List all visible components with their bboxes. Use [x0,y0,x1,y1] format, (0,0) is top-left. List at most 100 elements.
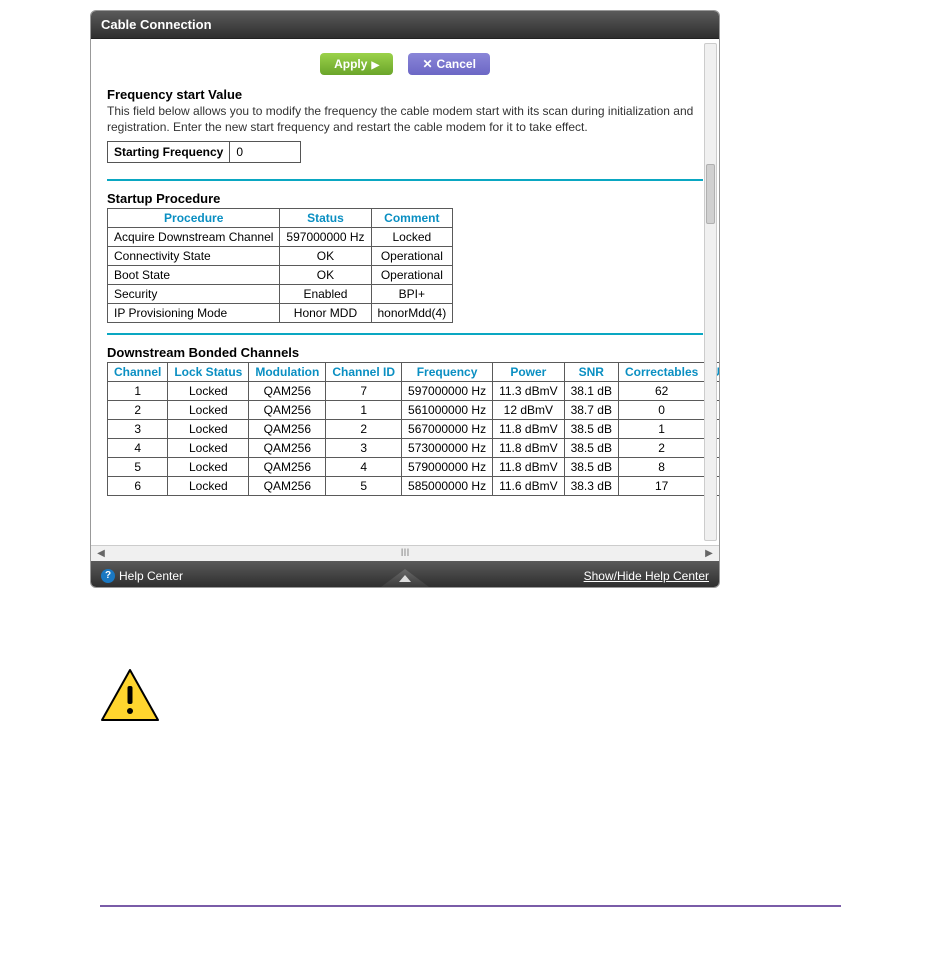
col-snr: SNR [564,363,618,382]
cell: 6 [108,477,168,496]
table-row: SecurityEnabledBPI+ [108,285,453,304]
cell: Locked [168,382,249,401]
scroll-left-icon[interactable]: ◀ [93,546,109,560]
cell: 38.7 dB [564,401,618,420]
page-divider [100,905,841,907]
cell: Acquire Downstream Channel [108,228,280,247]
cell: 1 [326,401,402,420]
table-row: IP Provisioning ModeHonor MDDhonorMdd(4) [108,304,453,323]
cell: 1 [108,382,168,401]
col-status: Status [280,209,371,228]
play-icon: ▶ [371,60,379,71]
horizontal-scrollbar[interactable]: ◀ ⅠⅠⅠ ▶ [91,545,719,561]
cell: 0 [618,401,704,420]
cell: Honor MDD [280,304,371,323]
cell: Boot State [108,266,280,285]
startup-table: Procedure Status Comment Acquire Downstr… [107,208,453,323]
table-row: 4LockedQAM2563573000000 Hz11.8 dBmV38.5 … [108,439,720,458]
apply-button[interactable]: Apply ▶ [320,53,393,75]
warning-icon [100,668,941,725]
table-row: 1LockedQAM2567597000000 Hz11.3 dBmV38.1 … [108,382,720,401]
col-power: Power [493,363,564,382]
cell: 4 [326,458,402,477]
cell: 2 [326,420,402,439]
freq-start-desc: This field below allows you to modify th… [107,104,703,135]
cell: 5 [326,477,402,496]
starting-frequency-box: Starting Frequency [107,141,301,163]
col-modulation: Modulation [249,363,326,382]
scroll-thumb[interactable] [706,164,715,224]
button-row: Apply ▶ ✕Cancel [107,53,703,75]
col-correctables: Correctables [618,363,704,382]
cell: 3 [326,439,402,458]
cell: 8 [618,458,704,477]
cell: Connectivity State [108,247,280,266]
starting-frequency-label: Starting Frequency [108,142,230,162]
help-icon: ? [101,569,115,583]
cell: 5 [108,458,168,477]
cell: Locked [371,228,453,247]
cell: 2 [618,439,704,458]
cell: 11.8 dBmV [493,458,564,477]
cell: 38.1 dB [564,382,618,401]
cell: QAM256 [249,439,326,458]
cell: 11.3 dBmV [493,382,564,401]
cell: QAM256 [249,458,326,477]
cell: 1 [618,420,704,439]
cell: 38.5 dB [564,458,618,477]
help-center-link[interactable]: ? Help Center [101,569,183,583]
cell: 11.8 dBmV [493,439,564,458]
table-header-row: Procedure Status Comment [108,209,453,228]
col-channel-id: Channel ID [326,363,402,382]
cell: Locked [168,401,249,420]
cell: Security [108,285,280,304]
show-hide-help-link[interactable]: Show/Hide Help Center [584,569,709,583]
cell: 12 dBmV [493,401,564,420]
cell: 38.5 dB [564,420,618,439]
cell: OK [280,266,371,285]
col-frequency: Frequency [402,363,493,382]
cell: 585000000 Hz [402,477,493,496]
table-row: 2LockedQAM2561561000000 Hz12 dBmV38.7 dB… [108,401,720,420]
cell: 3 [108,420,168,439]
cell: 38.5 dB [564,439,618,458]
close-icon: ✕ [422,57,432,71]
cell: 4 [108,439,168,458]
cell: OK [280,247,371,266]
cell: Locked [168,420,249,439]
cancel-button[interactable]: ✕Cancel [408,53,489,75]
cell: QAM256 [249,477,326,496]
freq-start-title: Frequency start Value [107,87,703,102]
expand-up-icon[interactable] [381,569,429,587]
cell: 11.8 dBmV [493,420,564,439]
cell: QAM256 [249,382,326,401]
scroll-hmark: ⅠⅠⅠ [401,548,410,559]
table-row: Boot StateOKOperational [108,266,453,285]
starting-frequency-input[interactable] [230,142,300,162]
cell: Locked [168,439,249,458]
col-comment: Comment [371,209,453,228]
vertical-scrollbar[interactable] [704,43,717,541]
help-center-label: Help Center [119,569,183,583]
cell: 38.3 dB [564,477,618,496]
divider [107,179,703,181]
cell: 567000000 Hz [402,420,493,439]
apply-label: Apply [334,57,367,71]
cell: Operational [371,247,453,266]
cell: Enabled [280,285,371,304]
divider [107,333,703,335]
content-wrap: Apply ▶ ✕Cancel Frequency start Value Thi… [91,39,719,545]
content-area[interactable]: Apply ▶ ✕Cancel Frequency start Value Thi… [91,39,719,545]
scroll-right-icon[interactable]: ▶ [701,546,717,560]
cable-connection-panel: Cable Connection Apply▶ ✕Cancel Frequenc… [90,10,720,588]
panel-footer: ? Help Center Show/Hide Help Center [91,561,719,587]
table-header-row: Channel Lock Status Modulation Channel I… [108,363,720,382]
cell: 597000000 Hz [402,382,493,401]
table-row: 3LockedQAM2562567000000 Hz11.8 dBmV38.5 … [108,420,720,439]
cell: QAM256 [249,420,326,439]
cell: 561000000 Hz [402,401,493,420]
table-row: 6LockedQAM2565585000000 Hz11.6 dBmV38.3 … [108,477,720,496]
cell: 2 [108,401,168,420]
cell: QAM256 [249,401,326,420]
cell: 579000000 Hz [402,458,493,477]
